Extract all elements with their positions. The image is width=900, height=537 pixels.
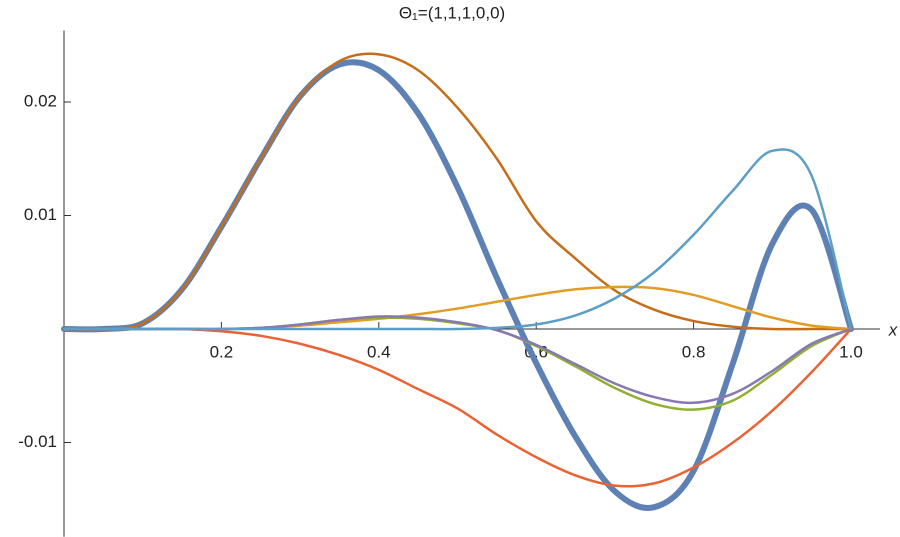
x-tick-label: 0.8: [682, 342, 706, 361]
chart-title: Θ₁=(1,1,1,0,0): [399, 3, 505, 22]
series-line: [62, 52, 853, 331]
series-line: [62, 327, 853, 488]
x-axis-label: x: [888, 320, 898, 339]
x-tick-label: 0.4: [367, 342, 391, 361]
x-tick-label: 1.0: [839, 342, 863, 361]
y-tick-label: 0.01: [24, 205, 57, 224]
series-line: [62, 148, 853, 331]
x-tick-label: 0.2: [210, 342, 234, 361]
y-tick-label: 0.02: [24, 91, 57, 110]
y-tick-label: -0.01: [18, 432, 57, 451]
